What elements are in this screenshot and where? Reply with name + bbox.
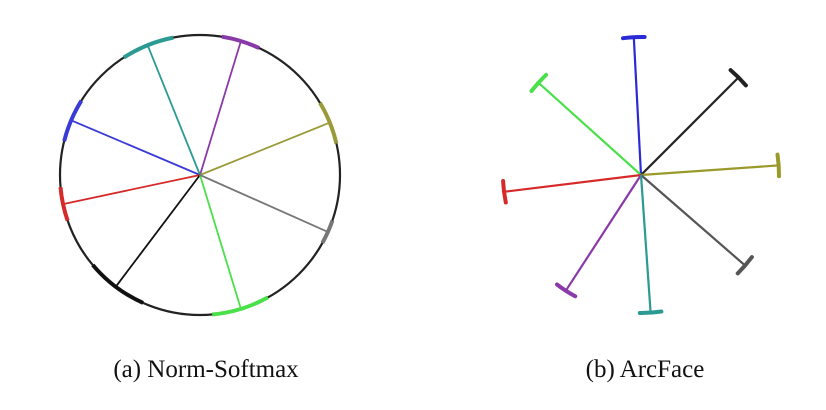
class-arc-cap — [775, 152, 782, 179]
class-spoke — [62, 174, 201, 205]
class-spoke — [199, 40, 242, 176]
class-spoke — [640, 174, 746, 267]
class-spoke — [146, 44, 201, 176]
class-arc-cap — [501, 179, 508, 205]
panel-arcface — [501, 34, 782, 316]
class-spoke — [632, 37, 643, 176]
class-spoke — [70, 119, 201, 176]
class-arc — [221, 34, 261, 50]
class-spoke — [503, 173, 642, 193]
class-spoke — [114, 174, 201, 288]
class-spoke — [199, 174, 329, 233]
class-spoke — [199, 121, 331, 176]
panel-norm-softmax — [58, 33, 342, 317]
class-spoke — [640, 76, 740, 176]
class-spoke — [537, 81, 642, 176]
class-arc — [58, 186, 70, 222]
class-spokes — [501, 34, 782, 316]
class-spoke — [199, 174, 242, 310]
class-spoke — [640, 164, 779, 177]
class-spokes — [62, 40, 331, 310]
class-arc-cap — [735, 255, 754, 276]
class-arc — [320, 219, 335, 244]
class-arc-cap — [728, 68, 748, 88]
class-arc-cap — [555, 282, 578, 299]
hypersphere-circle — [58, 33, 342, 317]
class-arc-cap — [529, 72, 548, 93]
class-spoke — [564, 174, 642, 292]
class-spoke — [639, 174, 652, 313]
class-arcs — [58, 34, 339, 317]
class-arc-cap — [621, 34, 647, 41]
caption-arcface: (b) ArcFace — [585, 356, 705, 383]
class-arc-cap — [637, 309, 664, 316]
caption-norm-softmax: (a) Norm-Softmax — [113, 356, 299, 383]
